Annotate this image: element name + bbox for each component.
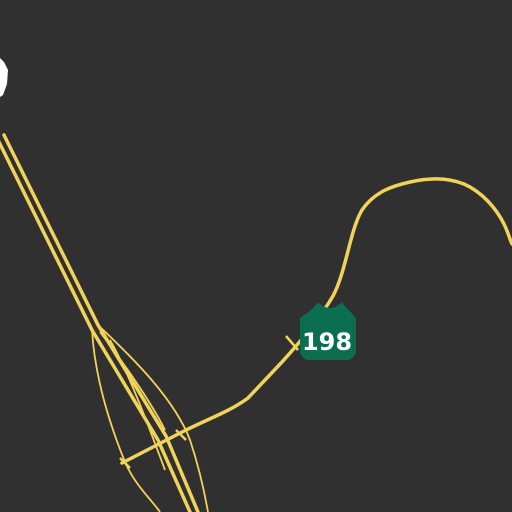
freeway-lane-east[interactable] (2, 133, 200, 512)
overpass-tick (119, 457, 131, 469)
overpass-tick (175, 429, 187, 441)
ramp-connector[interactable] (99, 331, 166, 431)
freeway[interactable] (0, 133, 200, 512)
california-state-route-shield-icon (300, 302, 356, 360)
ramp-connector-2[interactable] (109, 339, 166, 471)
ramp-west[interactable] (91, 329, 161, 512)
freeway-lane-west[interactable] (0, 140, 192, 512)
map-feature-edge (0, 58, 8, 97)
route-198-road[interactable] (120, 177, 512, 465)
route-198-shield[interactable]: 198 (300, 302, 356, 360)
route-198-label: 198 (302, 328, 352, 356)
overpass-tick (285, 335, 299, 351)
